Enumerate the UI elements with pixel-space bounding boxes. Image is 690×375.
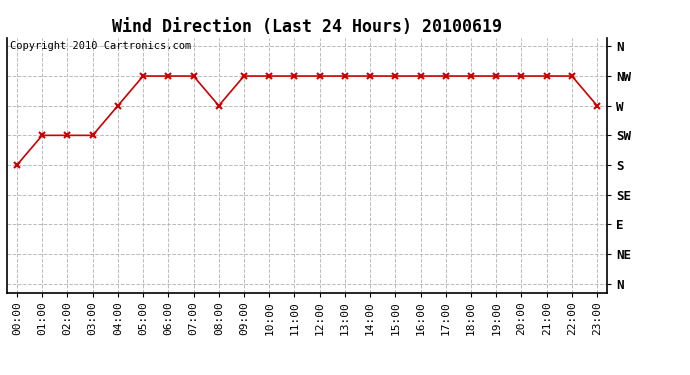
Text: Copyright 2010 Cartronics.com: Copyright 2010 Cartronics.com	[10, 41, 191, 51]
Title: Wind Direction (Last 24 Hours) 20100619: Wind Direction (Last 24 Hours) 20100619	[112, 18, 502, 36]
